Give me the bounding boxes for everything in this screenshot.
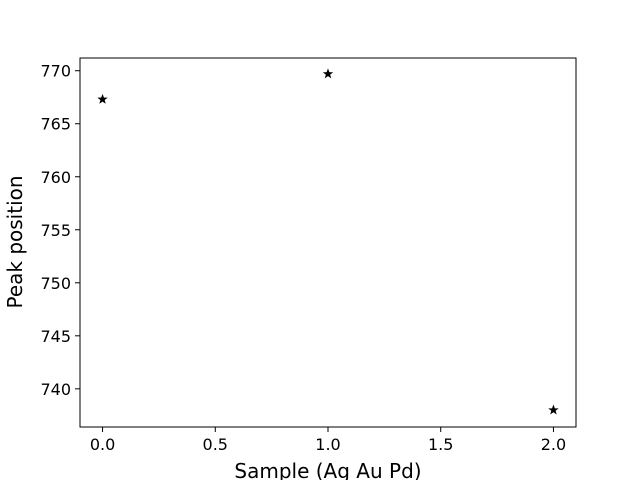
x-axis-label: Sample (Ag Au Pd)	[234, 459, 421, 480]
y-tick-label: 740	[40, 380, 71, 399]
y-tick-label: 760	[40, 168, 71, 187]
y-tick-label: 745	[40, 327, 71, 346]
data-point	[548, 404, 559, 415]
data-point	[322, 68, 334, 79]
data-point	[97, 93, 108, 104]
y-tick-label: 755	[40, 221, 71, 240]
y-tick-label: 765	[40, 115, 71, 134]
x-tick-label: 1.5	[428, 435, 453, 454]
y-axis-label: Peak position	[3, 175, 27, 308]
plot-area	[79, 57, 577, 428]
x-axis: 0.0 0.5 1.0 1.5 2.0	[90, 427, 566, 454]
x-tick-label: 2.0	[541, 435, 566, 454]
x-tick-label: 0.5	[203, 435, 228, 454]
x-tick-label: 1.0	[315, 435, 340, 454]
y-axis: 740 745 750 755 760 765 770	[40, 62, 80, 399]
x-tick-label: 0.0	[90, 435, 115, 454]
data-points	[97, 68, 559, 415]
y-tick-label: 770	[40, 62, 71, 81]
y-tick-label: 750	[40, 274, 71, 293]
